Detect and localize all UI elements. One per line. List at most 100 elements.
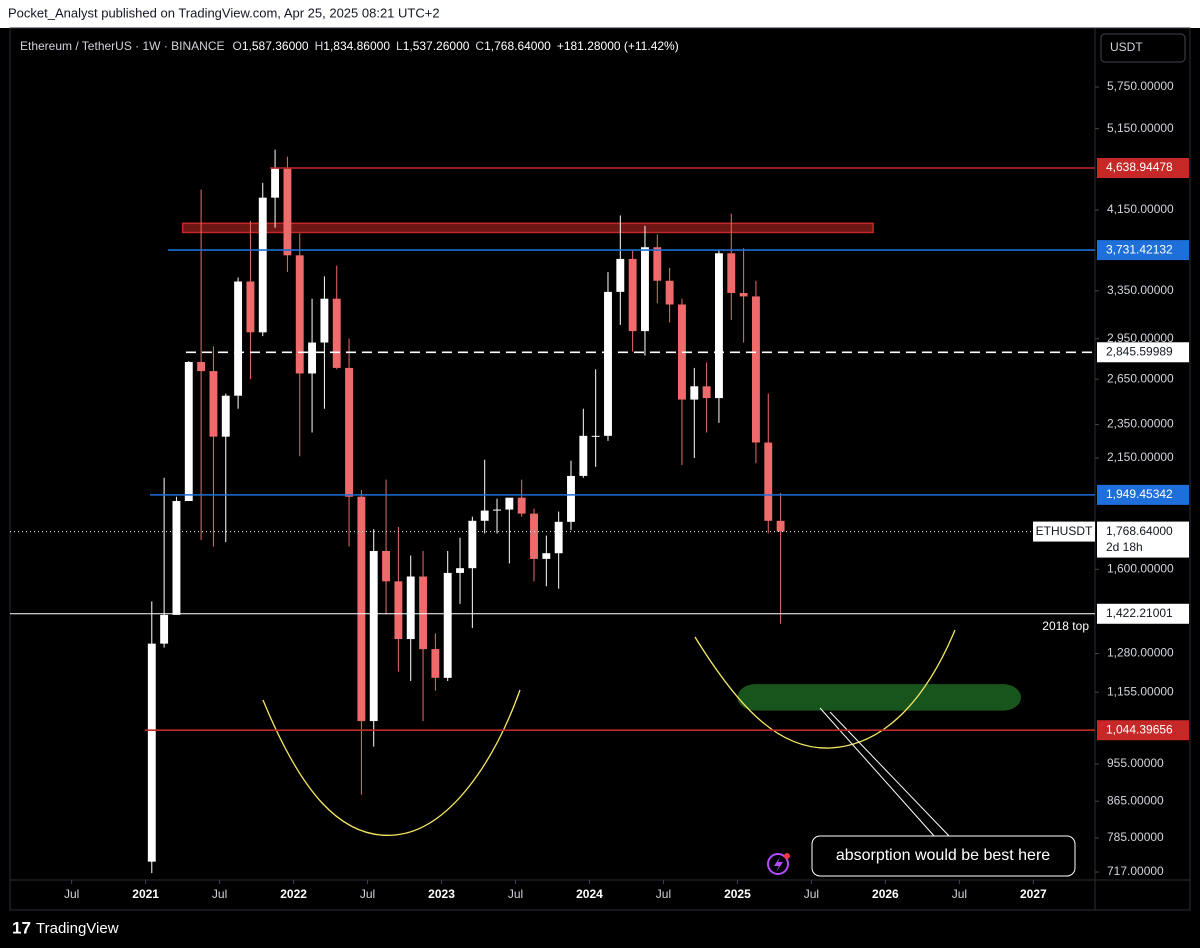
price-label: [1097, 521, 1189, 558]
cup-curve: [694, 629, 956, 749]
x-tick-label: 2026: [872, 887, 899, 901]
x-tick-label: Jul: [212, 887, 227, 901]
candle-body: [776, 520, 785, 532]
candle-body: [443, 572, 452, 678]
price-label: [1097, 720, 1189, 741]
candle-body: [172, 501, 181, 615]
candle-body: [246, 281, 255, 333]
countdown: 2d 18h: [1106, 540, 1143, 554]
candle-body: [727, 253, 736, 293]
candle-body: [456, 568, 464, 573]
cup-curve: [262, 689, 521, 836]
currency-button[interactable]: [1100, 33, 1186, 63]
candle-body: [283, 168, 292, 256]
candle-body: [345, 367, 354, 497]
candle-body: [641, 247, 649, 332]
candle-body: [530, 513, 538, 559]
candle-body: [493, 509, 501, 511]
change: +181.28000 (+11.42%): [557, 39, 679, 53]
candle-body: [221, 395, 230, 437]
header-title: Pocket_Analyst published on TradingView.…: [8, 5, 440, 20]
candle-body: [234, 281, 243, 396]
price-label-text: 1,044.39656: [1106, 722, 1173, 736]
candle-body: [468, 520, 477, 569]
annotation-box: [811, 835, 1076, 877]
price-label: [1097, 342, 1189, 363]
x-tick-label: Jul: [64, 887, 79, 901]
candle-body: [567, 475, 575, 522]
y-tick-label: 1,155.00000: [1107, 684, 1174, 698]
y-tick-label: 5,150.00000: [1107, 121, 1174, 135]
chart-frame: [9, 27, 1191, 911]
candle-body: [542, 553, 551, 559]
x-tick-label: 2023: [428, 887, 455, 901]
x-tick-label: Jul: [804, 887, 819, 901]
annotation: absorption would be best here: [836, 847, 1050, 864]
candle-body: [554, 521, 563, 554]
ohlc-key: L: [396, 39, 403, 53]
level-note: 2018 top: [1042, 619, 1089, 633]
ohlc-value: 1,768.64000: [484, 39, 551, 53]
x-tick-label: 2021: [132, 887, 159, 901]
candle-body: [702, 386, 711, 399]
candle-body: [369, 550, 378, 722]
header-bar: [0, 0, 1200, 28]
y-tick-label: 2,350.00000: [1107, 417, 1174, 431]
candle-body: [406, 576, 415, 640]
price-label-text: 2,845.59989: [1106, 344, 1173, 358]
candle-body: [764, 442, 773, 521]
y-tick-label: 865.00000: [1107, 793, 1164, 807]
y-tick-label: 1,280.00000: [1107, 646, 1174, 660]
price-label-text: 1,768.64000: [1106, 524, 1173, 538]
candle-body: [271, 168, 280, 198]
x-tick-label: 2022: [280, 887, 307, 901]
price-label: [1097, 157, 1189, 178]
price-label: [1097, 240, 1189, 261]
y-tick-label: 785.00000: [1107, 830, 1164, 844]
candle-body: [517, 497, 526, 514]
candle-body: [579, 435, 588, 476]
y-tick-label: 1,600.00000: [1107, 562, 1174, 576]
icon-dot: [784, 853, 790, 859]
y-tick-label: 4,150.00000: [1107, 202, 1174, 216]
zone: [737, 684, 1022, 711]
symbol-tag: [1033, 521, 1095, 542]
y-tick-label: 2,950.00000: [1107, 331, 1174, 345]
candle-body: [604, 291, 612, 436]
candle-body: [160, 614, 169, 644]
ohlc-key: O: [233, 39, 242, 53]
candle-body: [419, 576, 427, 650]
candle-body: [591, 435, 600, 437]
candle-body: [332, 298, 341, 368]
candle-body: [751, 296, 760, 443]
candle-body: [147, 643, 156, 862]
candle-body: [678, 304, 686, 400]
candle-body: [653, 247, 662, 281]
x-tick-label: Jul: [508, 887, 523, 901]
candle-body: [715, 253, 723, 399]
x-tick-label: Jul: [360, 887, 375, 901]
icon[interactable]: [767, 853, 789, 875]
candle-body: [308, 342, 317, 374]
candle-body: [690, 386, 699, 400]
ohlc-key: C: [475, 39, 484, 53]
candle-body: [258, 197, 267, 333]
x-tick-label: Jul: [952, 887, 967, 901]
y-tick-label: 2,150.00000: [1107, 450, 1174, 464]
candle-body: [184, 362, 193, 502]
ohlc-key: H: [315, 39, 324, 53]
price-label-text: 3,731.42132: [1106, 242, 1173, 256]
candle-body: [209, 371, 218, 437]
ohlc-value: 1,587.36000: [242, 39, 309, 53]
symbol-tag-text: ETHUSDT: [1036, 524, 1093, 538]
ohlc-value: 1,537.26000: [403, 39, 470, 53]
y-tick-label: 3,350.00000: [1107, 283, 1174, 297]
price-label: [1097, 484, 1189, 505]
price-label-text: 1,949.45342: [1106, 487, 1173, 501]
logo-mark: 17: [12, 918, 31, 937]
y-tick-label: 955.00000: [1107, 756, 1164, 770]
brand: TradingView: [36, 920, 119, 937]
price-label: [1097, 603, 1189, 624]
